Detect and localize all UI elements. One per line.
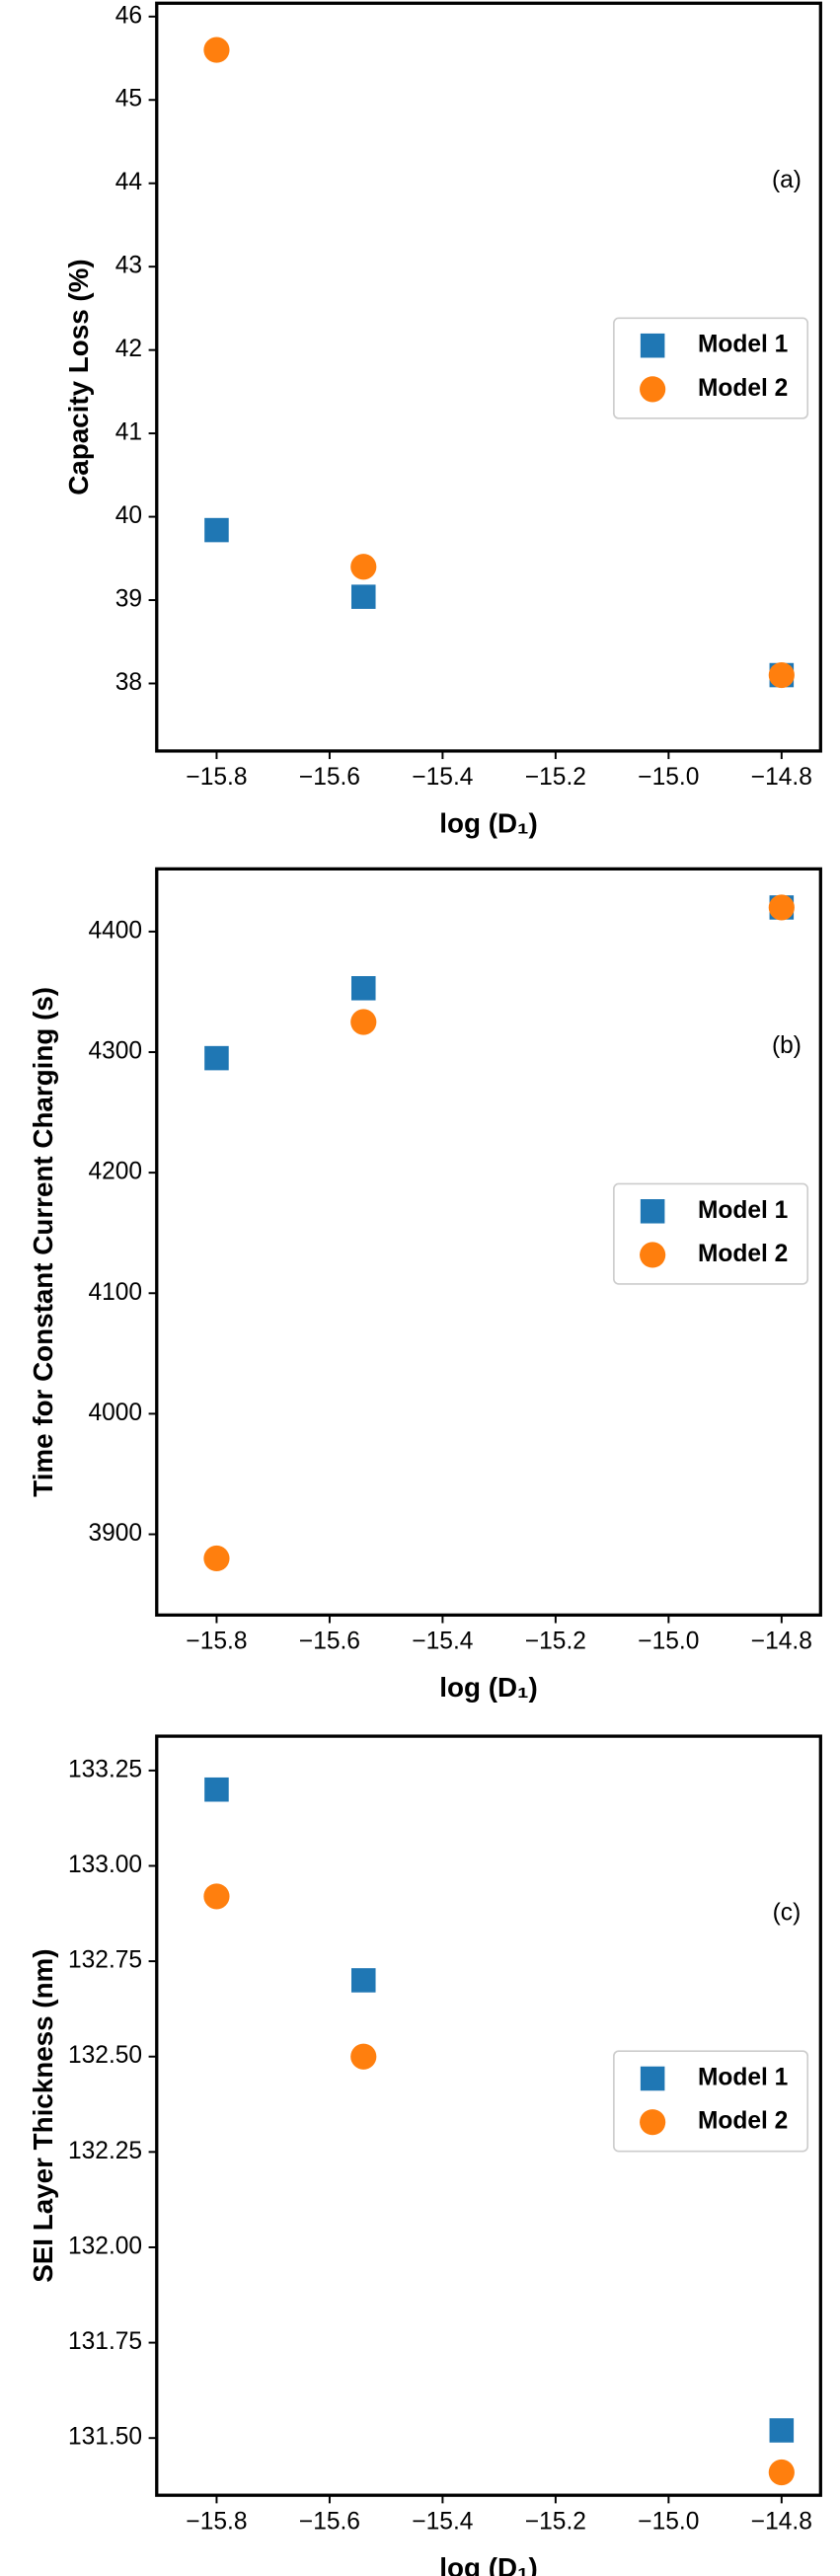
- annotation: (b): [772, 1032, 802, 1059]
- y-tick-label: 131.75: [68, 2328, 142, 2355]
- point: [204, 517, 229, 543]
- point: [350, 1968, 376, 1993]
- y-tick-label: 44: [115, 169, 142, 195]
- x-axis-label: log (D₁): [439, 2552, 538, 2576]
- x-tick-label: −14.8: [751, 2508, 812, 2535]
- x-tick-label: −15.2: [525, 1629, 586, 1655]
- x-tick-label: −15.6: [299, 1629, 360, 1655]
- x-tick-label: −15.8: [186, 2508, 247, 2535]
- point: [768, 661, 795, 689]
- y-tick-label: 4100: [88, 1279, 142, 1306]
- point: [769, 2418, 795, 2443]
- legend-marker: [640, 333, 665, 358]
- point: [350, 2043, 377, 2070]
- x-tick-label: −15.2: [525, 764, 586, 791]
- legend-label: Model 2: [698, 2108, 788, 2135]
- y-tick-label: 132.25: [68, 2138, 142, 2164]
- x-tick-label: −15.0: [638, 1629, 699, 1655]
- y-tick-label: 133.25: [68, 1756, 142, 1782]
- axes-frame: [155, 867, 822, 1617]
- point: [203, 1883, 230, 1910]
- point: [350, 976, 376, 1001]
- y-tick-label: 38: [115, 669, 142, 696]
- point: [203, 1545, 230, 1572]
- y-tick-label: 45: [115, 86, 142, 113]
- legend-label: Model 2: [698, 375, 788, 402]
- y-tick-label: 132.00: [68, 2233, 142, 2259]
- x-axis-label: log (D₁): [439, 808, 538, 839]
- point: [203, 37, 230, 63]
- y-tick-label: 4000: [88, 1400, 142, 1426]
- y-tick-label: 132.75: [68, 1947, 142, 1974]
- y-axis-label: Capacity Loss (%): [63, 259, 94, 494]
- x-tick-label: −15.0: [638, 2508, 699, 2535]
- y-tick-label: 41: [115, 419, 142, 446]
- legend-label: Model 2: [698, 1241, 788, 1267]
- point: [350, 584, 376, 609]
- x-tick-label: −15.2: [525, 2508, 586, 2535]
- y-axis-label: SEI Layer Thickness (nm): [28, 1948, 58, 2282]
- axes-frame: [155, 1, 822, 753]
- legend-marker: [640, 376, 666, 403]
- legend-marker: [640, 2109, 666, 2136]
- legend-marker: [640, 2066, 665, 2091]
- x-tick-label: −15.4: [412, 2508, 473, 2535]
- point: [350, 554, 377, 580]
- y-tick-label: 46: [115, 2, 142, 29]
- y-tick-label: 133.00: [68, 1852, 142, 1878]
- y-tick-label: 43: [115, 253, 142, 279]
- axes-frame: [155, 1734, 822, 2497]
- y-tick-label: 132.50: [68, 2042, 142, 2069]
- y-axis-label: Time for Constant Current Charging (s): [28, 987, 58, 1497]
- point: [350, 1009, 377, 1035]
- x-tick-label: −15.4: [412, 764, 473, 791]
- y-tick-label: 42: [115, 336, 142, 362]
- x-axis-label: log (D₁): [439, 1672, 538, 1703]
- point: [204, 1045, 229, 1071]
- legend-marker: [640, 1242, 666, 1268]
- y-tick-label: 40: [115, 502, 142, 529]
- y-tick-label: 4200: [88, 1159, 142, 1185]
- x-tick-label: −15.8: [186, 1629, 247, 1655]
- x-tick-label: −14.8: [751, 1629, 812, 1655]
- point: [768, 2459, 795, 2486]
- legend-label: Model 1: [698, 2064, 788, 2090]
- x-tick-label: −15.4: [412, 1629, 473, 1655]
- point: [204, 1777, 229, 1802]
- y-tick-label: 4400: [88, 917, 142, 944]
- x-tick-label: −15.6: [299, 2508, 360, 2535]
- x-tick-label: −15.6: [299, 764, 360, 791]
- y-tick-label: 39: [115, 586, 142, 613]
- y-tick-label: 131.50: [68, 2424, 142, 2451]
- legend-label: Model 1: [698, 1197, 788, 1224]
- y-tick-label: 3900: [88, 1520, 142, 1547]
- point: [768, 894, 795, 921]
- legend-label: Model 1: [698, 332, 788, 358]
- y-tick-label: 4300: [88, 1037, 142, 1064]
- x-tick-label: −15.8: [186, 764, 247, 791]
- legend-marker: [640, 1199, 665, 1224]
- x-tick-label: −14.8: [751, 764, 812, 791]
- annotation: (a): [772, 167, 802, 193]
- annotation: (c): [773, 1900, 802, 1927]
- x-tick-label: −15.0: [638, 764, 699, 791]
